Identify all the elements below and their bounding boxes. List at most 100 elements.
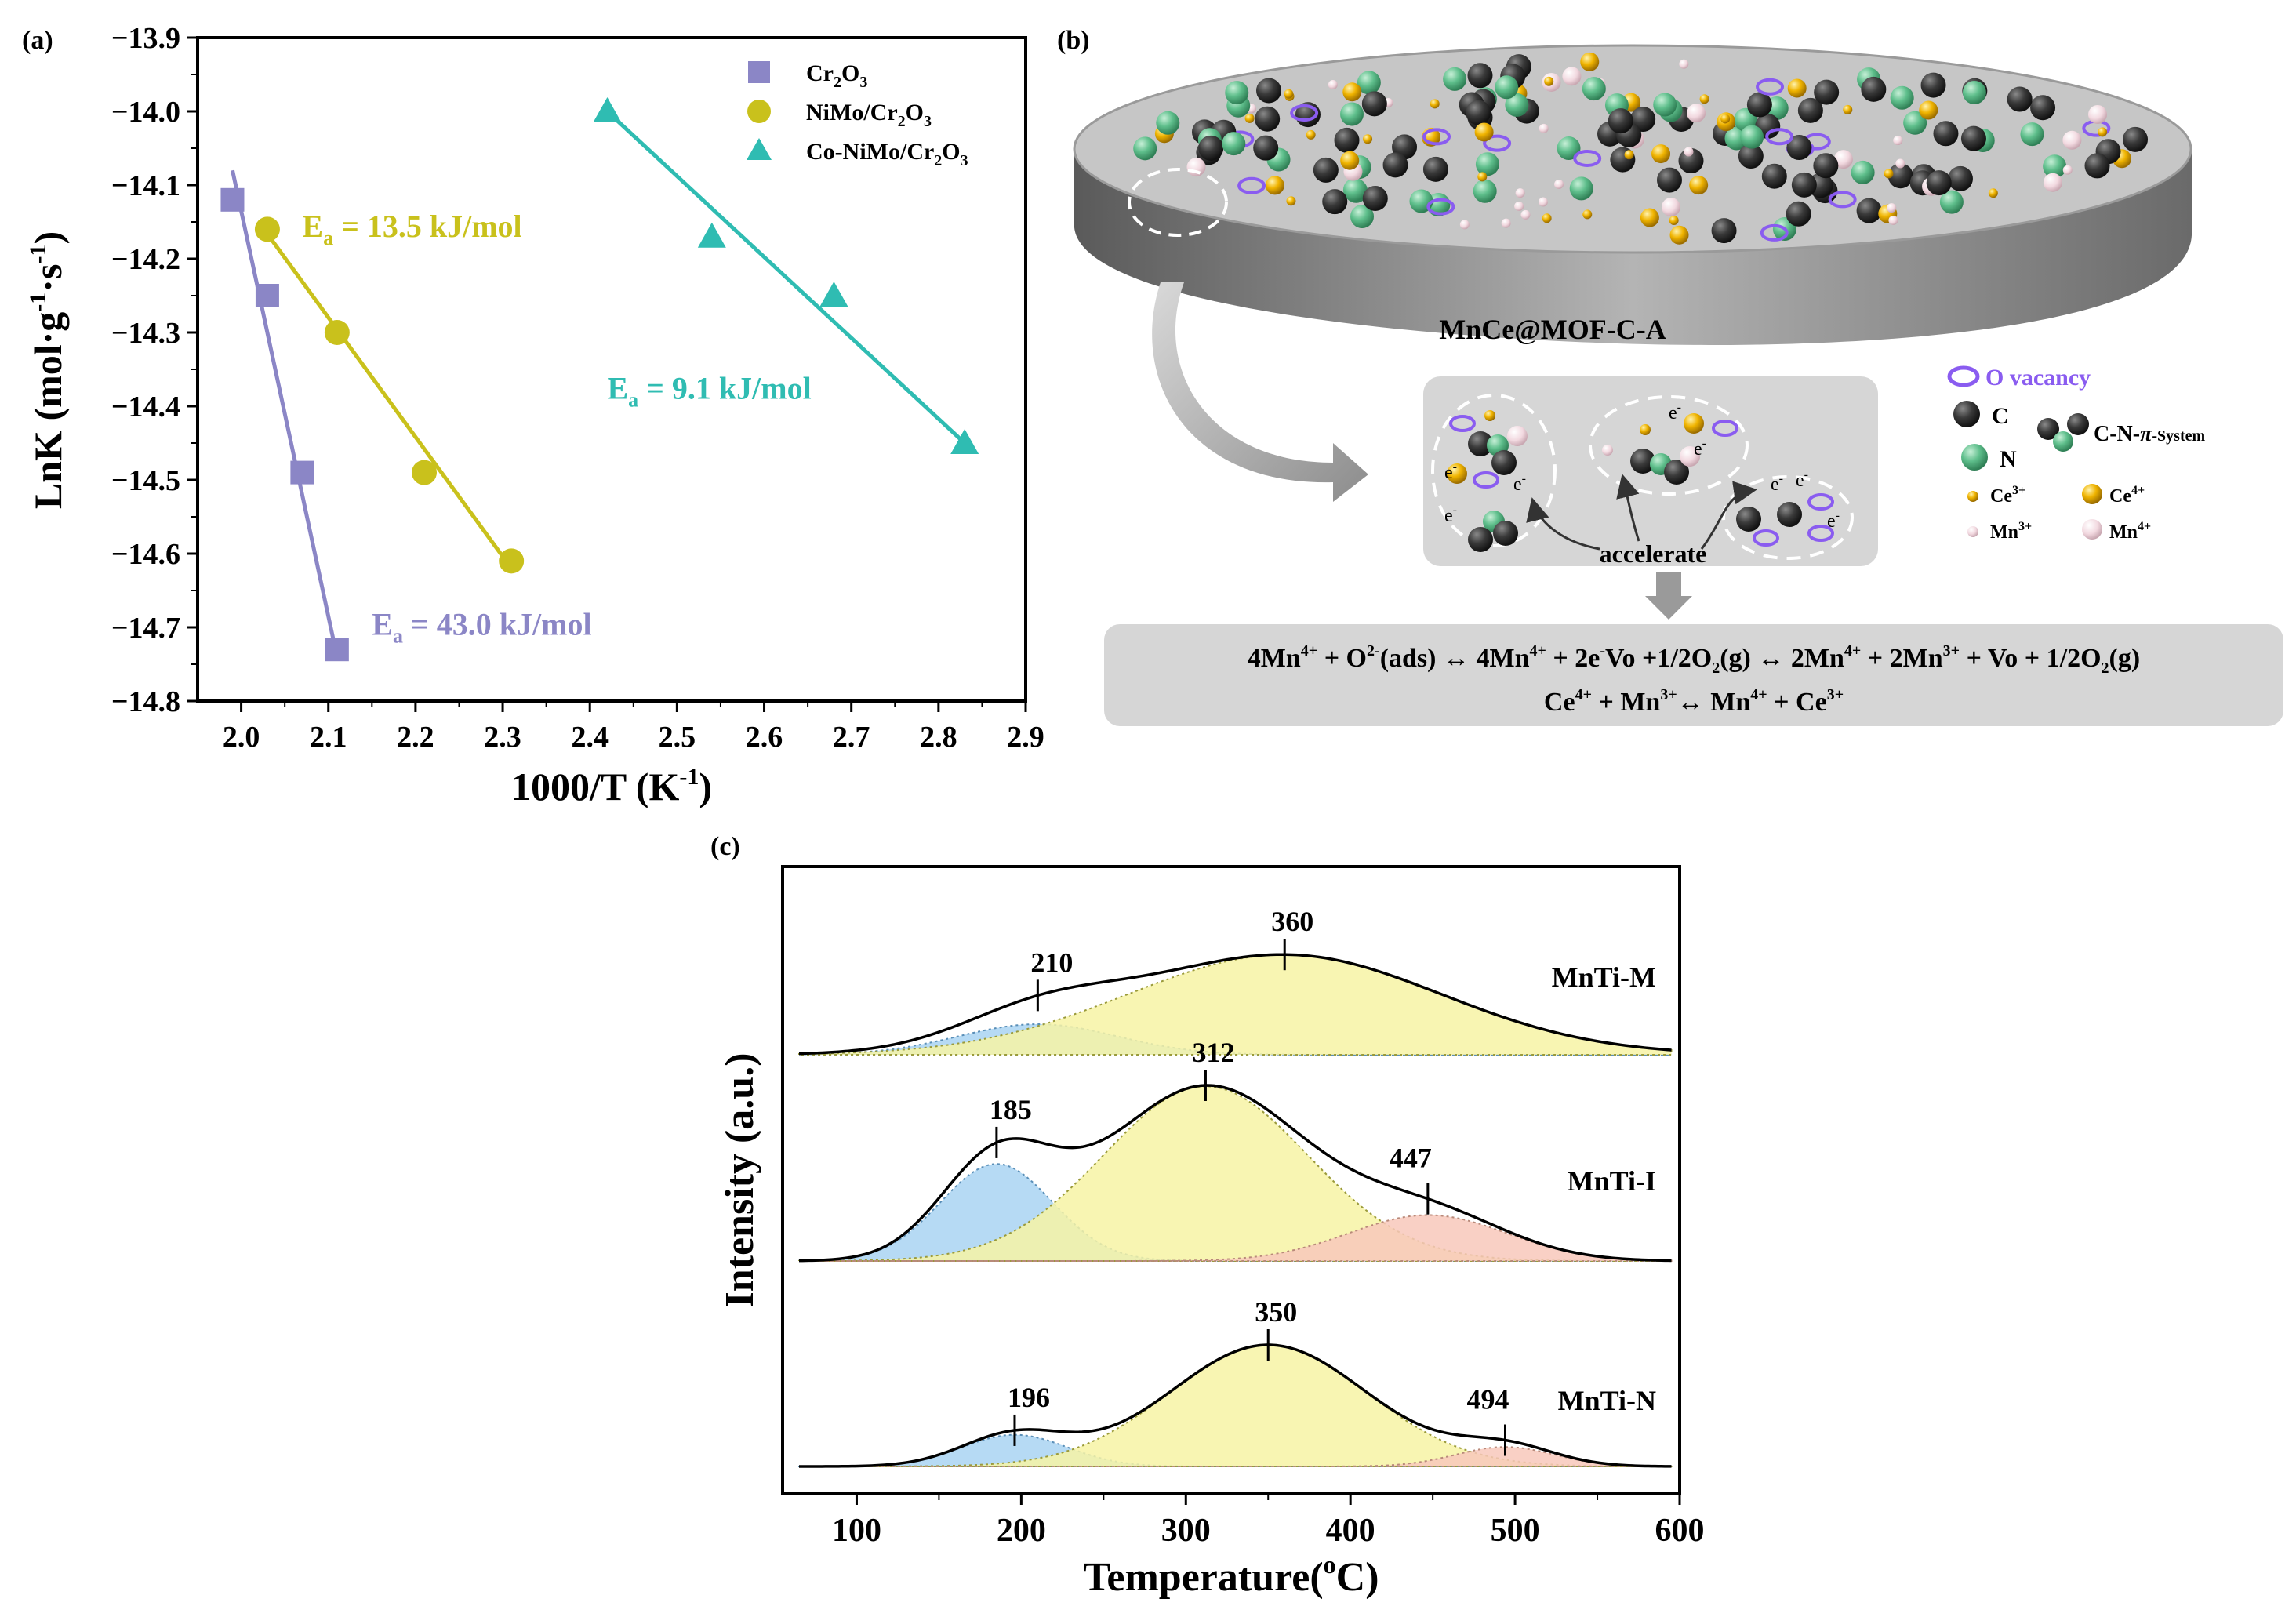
- nitrogen-atom: [1740, 125, 1764, 149]
- oxygen-vacancy: [1483, 134, 1512, 152]
- x-tick-label: 300: [1161, 1513, 1211, 1549]
- y-tick-label: −14.6: [111, 538, 180, 571]
- data-point-triangle: [697, 222, 726, 248]
- carbon-atom: [1761, 163, 1787, 189]
- legend-ce4: Ce4+: [2109, 484, 2145, 507]
- ce3-icon: [1967, 491, 1978, 502]
- cluster-outline: [1431, 394, 1557, 547]
- data-point-square: [325, 638, 349, 662]
- nitrogen-atom: [1443, 67, 1467, 91]
- mn3-ion: [1501, 218, 1511, 228]
- cn-system-n-icon: [2053, 431, 2073, 452]
- c-atom-icon: [1953, 401, 1980, 427]
- carbon-atom: [1255, 78, 1281, 104]
- oxygen-vacancy: [1573, 149, 1602, 167]
- carbon-atom: [1382, 152, 1408, 178]
- mn3-ion: [1679, 59, 1689, 69]
- accelerate-arrow-right: [1700, 481, 1757, 550]
- mn4-ion: [1680, 446, 1700, 467]
- ce3-ion: [1624, 150, 1634, 160]
- electron-label: e-: [1669, 401, 1681, 423]
- cn-system-c1-icon: [2037, 418, 2059, 440]
- fit-line-0: [231, 169, 340, 658]
- ce3-ion: [1542, 213, 1552, 223]
- panel-c-y-axis-title: Intensity (a.u.): [718, 1052, 762, 1307]
- legend-marker-triangle: [747, 138, 772, 160]
- carbon-atom: [1467, 63, 1493, 89]
- carbon-atom: [1926, 170, 1952, 196]
- carbon-atom: [1491, 450, 1517, 475]
- mn4-ion: [2043, 173, 2062, 192]
- data-point-triangle: [950, 429, 979, 454]
- x-tick-label: 100: [832, 1513, 881, 1549]
- panel-b-label: (b): [1057, 26, 1090, 55]
- mn3-ion: [1520, 209, 1531, 220]
- transfer-arrow: [1152, 282, 1368, 502]
- y-tick-label: −14.7: [111, 612, 180, 645]
- carbon-atom: [2123, 126, 2149, 152]
- carbon-atom: [1856, 198, 1882, 223]
- envelope-curve: [798, 1343, 1672, 1468]
- peak-label: 360: [1271, 906, 1313, 937]
- carbon-atom: [1362, 186, 1388, 212]
- ce4-ion: [1474, 122, 1494, 142]
- peak-yellow: [798, 1344, 1673, 1467]
- data-point-square: [220, 187, 245, 212]
- nitrogen-atom: [2043, 154, 2067, 179]
- ce4-ion: [1447, 463, 1467, 484]
- cluster-outline: [1722, 475, 1854, 560]
- ce3-ion: [1430, 99, 1440, 109]
- ce3-ion: [1286, 196, 1296, 206]
- mn4-ion: [1507, 426, 1528, 446]
- carbon-atom: [1814, 79, 1840, 105]
- carbon-atom: [1361, 91, 1387, 117]
- y-tick-label: −14.2: [111, 243, 180, 276]
- oxygen-vacancy: [1828, 191, 1857, 209]
- fit-line-1: [256, 220, 514, 570]
- nitrogen-atom: [1225, 81, 1249, 105]
- down-arrow: [1645, 572, 1692, 620]
- nitrogen-atom: [1222, 132, 1246, 156]
- peak-red: [798, 1446, 1673, 1467]
- mn3-ion: [1893, 136, 1903, 146]
- panel-c-plot-frame: [781, 865, 1681, 1495]
- carbon-atom: [1334, 127, 1360, 153]
- mn3-ion: [1684, 147, 1694, 157]
- ce3-ion: [1284, 89, 1294, 99]
- nitrogen-atom: [1342, 178, 1367, 202]
- oxygen-vacancy: [1290, 104, 1319, 122]
- carbon-atom: [1791, 172, 1817, 198]
- accelerate-arrow-left: [1526, 497, 1600, 551]
- data-point-square: [290, 460, 314, 485]
- ce3-ion: [1669, 215, 1679, 225]
- x-tick-label: 2.3: [484, 721, 521, 754]
- oxygen-vacancy: [1237, 176, 1266, 194]
- mn3-icon: [1967, 526, 1978, 537]
- sample-label: MnTi-N: [1558, 1385, 1656, 1416]
- ce3-ion: [1544, 76, 1554, 86]
- ce3-ion: [1640, 424, 1651, 435]
- mn3-ion: [1554, 179, 1564, 189]
- carbon-atom: [1920, 72, 1946, 98]
- accelerate-arrow-up: [1616, 474, 1640, 542]
- carbon-atom: [1313, 157, 1339, 183]
- mn4-ion: [1562, 67, 1582, 86]
- equation-2: Ce4+ + Mn3+↔ Mn4+ + Ce3+: [1544, 686, 1844, 717]
- mn3-ion: [1888, 216, 1898, 226]
- carbon-atom: [1322, 189, 1348, 215]
- oxygen-vacancy: [1760, 223, 1789, 242]
- peak-yellow: [797, 954, 1673, 1056]
- oxygen-vacancy: [1712, 420, 1738, 437]
- data-point-circle: [412, 460, 438, 485]
- ce3-ion: [1484, 410, 1495, 421]
- mn4-ion: [1687, 104, 1706, 123]
- data-point-triangle: [593, 97, 622, 122]
- x-tick-label: 2.0: [223, 721, 260, 754]
- mn4-ion: [2062, 130, 2082, 150]
- panel-c-x-axis-title: Temperature(oC): [1083, 1550, 1379, 1600]
- data-point-circle: [254, 216, 280, 242]
- nitrogen-atom: [1939, 190, 1964, 214]
- cluster-outline: [1589, 395, 1749, 496]
- panel-a: (a) 2.0 2.1 2.2 2.3 2.4 2.5 2.6 2.7 2.8 2.9 −13.9 −…: [22, 22, 1044, 808]
- accelerate-label: accelerate: [1600, 540, 1707, 568]
